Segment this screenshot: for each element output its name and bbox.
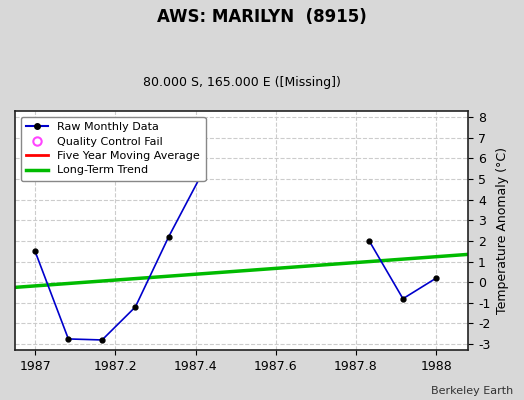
Title: 80.000 S, 165.000 E ([Missing]): 80.000 S, 165.000 E ([Missing]) [143,76,341,89]
Text: AWS: MARILYN  (8915): AWS: MARILYN (8915) [157,8,367,26]
Y-axis label: Temperature Anomaly (°C): Temperature Anomaly (°C) [496,147,509,314]
Text: Berkeley Earth: Berkeley Earth [431,386,514,396]
Legend: Raw Monthly Data, Quality Control Fail, Five Year Moving Average, Long-Term Tren: Raw Monthly Data, Quality Control Fail, … [20,116,205,181]
